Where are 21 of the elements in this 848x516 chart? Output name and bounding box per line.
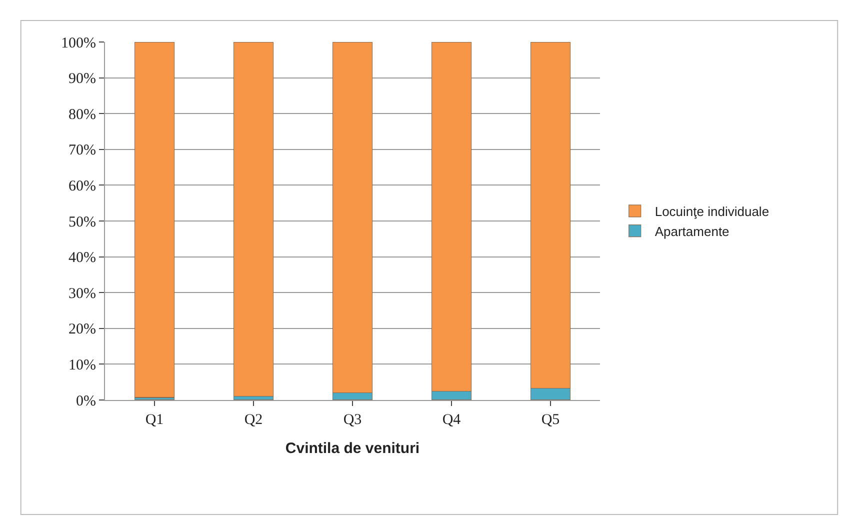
bar <box>233 42 274 397</box>
legend-label: Apartamente <box>654 224 730 239</box>
legend-label: Locuinţe individuale <box>654 204 770 220</box>
y-tick-label: 40% <box>68 250 96 266</box>
x-axis-title: Cvintila de venituri <box>285 440 420 457</box>
x-tick-label: Q5 <box>541 412 560 428</box>
x-tick-label: Q1 <box>145 412 164 428</box>
y-tick-label: 10% <box>68 357 96 374</box>
y-tick-label: 50% <box>68 214 96 230</box>
x-tick-label: Q2 <box>244 412 263 428</box>
y-tick-label: 20% <box>68 322 96 338</box>
y-tick-label: 30% <box>68 286 96 302</box>
y-tick-label: 80% <box>68 106 96 123</box>
y-tick-label: 60% <box>68 178 96 194</box>
y-tick-label: 100% <box>61 35 96 52</box>
bar <box>134 42 175 398</box>
y-tick-label: 0% <box>76 393 96 410</box>
y-tick-label: 70% <box>68 142 96 159</box>
x-tick-label: Q4 <box>442 412 462 428</box>
x-tick-label: Q3 <box>343 412 362 428</box>
y-tick-label: 90% <box>68 71 96 88</box>
